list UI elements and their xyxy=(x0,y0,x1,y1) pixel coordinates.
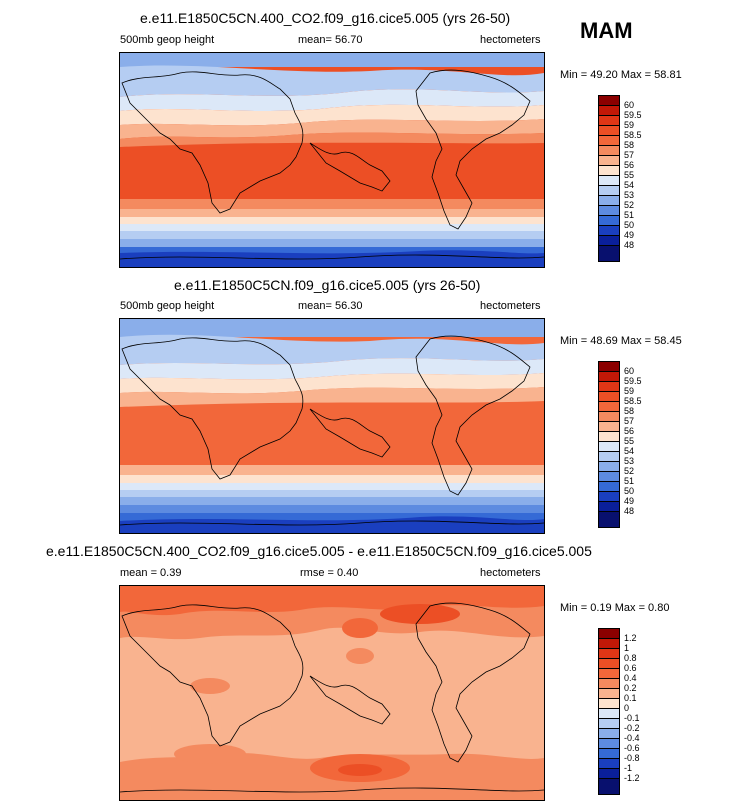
panel2-title: e.e11.E1850C5CN.f09_g16.cice5.005 (yrs 2… xyxy=(174,277,481,293)
colorbar-tick-label: 50 xyxy=(624,486,635,496)
colorbar-tick-label: 49 xyxy=(624,496,635,506)
colorbar-tick-label: 53 xyxy=(624,456,635,466)
colorbar-tick-label: 56 xyxy=(624,426,635,436)
colorbar-tick-label: 54 xyxy=(624,446,635,456)
panel1-variable-label: 500mb geop height xyxy=(120,34,215,46)
colorbar-tick-label: 58.5 xyxy=(624,396,642,406)
panel1-map-field xyxy=(120,53,544,267)
colorbar-tick-label: 52 xyxy=(624,200,635,210)
colorbar-tick-label: 55 xyxy=(624,170,635,180)
colorbar-tick-label: -1.2 xyxy=(624,773,640,783)
colorbar-tick-label: 1.2 xyxy=(624,633,637,643)
colorbar-tick-label: 60 xyxy=(624,100,635,110)
panel3-rmse-label: rmse = 0.40 xyxy=(300,567,359,579)
colorbar-tick-label: 56 xyxy=(624,160,635,170)
colorbar-tick-label: -0.4 xyxy=(624,733,640,743)
colorbar-tick-label: 51 xyxy=(624,476,635,486)
colorbar-tick-label: 0.1 xyxy=(624,693,637,703)
panel1-minmax-label: Min = 49.20 Max = 58.81 xyxy=(560,69,682,81)
colorbar-tick-label: 0.6 xyxy=(624,663,637,673)
panel2-map xyxy=(119,318,545,534)
colorbar-tick-label: 48 xyxy=(624,506,635,516)
colorbar-tick-label: 53 xyxy=(624,190,635,200)
colorbar-tick-label: -0.6 xyxy=(624,743,640,753)
panel3-units-label: hectometers xyxy=(480,567,541,579)
colorbar-tick-label: 48 xyxy=(624,240,635,250)
panel3-title: e.e11.E1850C5CN.400_CO2.f09_g16.cice5.00… xyxy=(46,543,592,559)
panel2-units-label: hectometers xyxy=(480,300,541,312)
colorbar-tick-label: 0.2 xyxy=(624,683,637,693)
colorbar-tick-label: 58.5 xyxy=(624,130,642,140)
panel1-units-label: hectometers xyxy=(480,34,541,46)
colorbar-tick-label: 59 xyxy=(624,120,635,130)
colorbar-tick-label: 54 xyxy=(624,180,635,190)
panel3-minmax-label: Min = 0.19 Max = 0.80 xyxy=(560,602,670,614)
colorbar-tick-label: 57 xyxy=(624,416,635,426)
colorbar-tick-label: 58 xyxy=(624,140,635,150)
panel1-title: e.e11.E1850C5CN.400_CO2.f09_g16.cice5.00… xyxy=(140,10,511,26)
panel3-map xyxy=(119,585,545,801)
colorbar-tick-label: 52 xyxy=(624,466,635,476)
colorbar-tick-label: 49 xyxy=(624,230,635,240)
colorbar-tick-label: -1 xyxy=(624,763,633,773)
panel1-map xyxy=(119,52,545,268)
panel1-colorbar xyxy=(598,95,620,262)
panel2-variable-label: 500mb geop height xyxy=(120,300,215,312)
colorbar-tick-label: -0.2 xyxy=(624,723,640,733)
colorbar-tick-label: 0 xyxy=(624,703,630,713)
colorbar-tick-label: 1 xyxy=(624,643,630,653)
panel3-map-field xyxy=(120,586,544,800)
colorbar-tick-label: 59 xyxy=(624,386,635,396)
panel2-colorbar xyxy=(598,361,620,528)
colorbar-tick-label: 59.5 xyxy=(624,110,642,120)
season-label: MAM xyxy=(580,18,633,43)
colorbar-tick-label: 55 xyxy=(624,436,635,446)
colorbar-tick-label: 57 xyxy=(624,150,635,160)
colorbar-tick-label: 0.4 xyxy=(624,673,637,683)
panel2-map-field xyxy=(120,319,544,533)
panel3-colorbar xyxy=(598,628,620,795)
panel3-mean-label: mean = 0.39 xyxy=(120,567,182,579)
colorbar-tick-label: 59.5 xyxy=(624,376,642,386)
panel2-mean-label: mean= 56.30 xyxy=(298,300,363,312)
colorbar-tick-label: 51 xyxy=(624,210,635,220)
colorbar-tick-label: 58 xyxy=(624,406,635,416)
colorbar-tick-label: -0.1 xyxy=(624,713,640,723)
colorbar-tick-label: 0.8 xyxy=(624,653,637,663)
colorbar-tick-label: 60 xyxy=(624,366,635,376)
panel1-mean-label: mean= 56.70 xyxy=(298,34,363,46)
colorbar-tick-label: 50 xyxy=(624,220,635,230)
colorbar-tick-label: -0.8 xyxy=(624,753,640,763)
panel2-minmax-label: Min = 48.69 Max = 58.45 xyxy=(560,335,682,347)
